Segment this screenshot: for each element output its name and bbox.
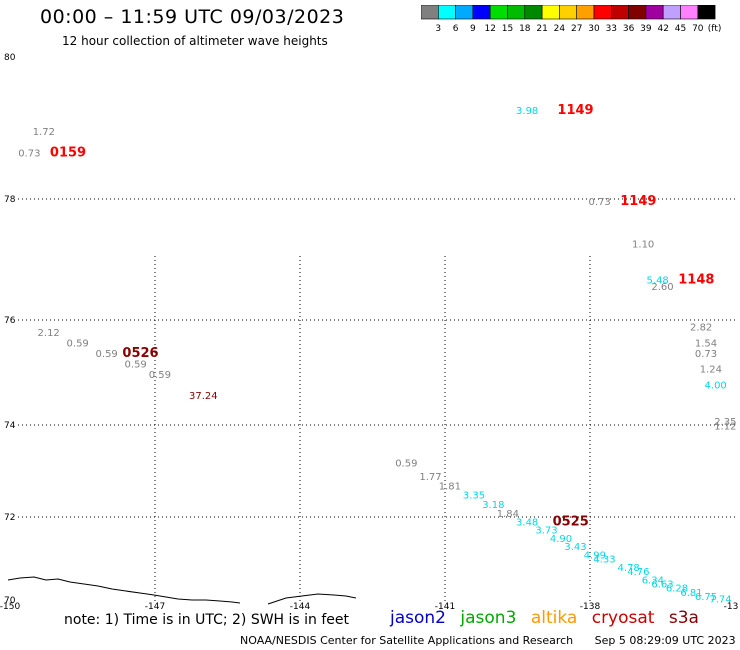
wave-height-label: 2.82	[690, 323, 712, 334]
wave-height-label: 4.78	[618, 563, 640, 574]
scale-unit: (ft)	[708, 24, 722, 34]
wave-height-label: 1.77	[419, 472, 441, 483]
wave-height-label: 4.00	[705, 380, 727, 391]
legend-s3a: s3a	[668, 608, 699, 628]
color-swatch	[697, 5, 716, 20]
footer-credit: NOAA/NESDIS Center for Satellite Applica…	[240, 634, 574, 647]
wave-height-label: 0.59	[395, 458, 417, 469]
scale-label: 33	[606, 24, 617, 34]
wave-height-label: 0.73	[589, 197, 611, 208]
coastline	[7, 576, 357, 605]
scale-label: 6	[453, 24, 459, 34]
wave-height-label: 2.35	[714, 417, 736, 428]
scale-label: 27	[571, 24, 582, 34]
wave-height-label: 6.81	[680, 588, 702, 599]
units-note: note: 1) Time is in UTC; 2) SWH is in fe…	[64, 612, 350, 628]
wave-height-label: 37.24	[189, 391, 218, 402]
wave-height-label: 4.99	[584, 551, 606, 562]
wave-height-label: 1.12	[714, 422, 736, 433]
pass-time-label: 1149	[620, 194, 656, 209]
wave-height-label: 3.18	[482, 500, 504, 511]
page-subtitle: 12 hour collection of altimeter wave hei…	[62, 34, 328, 48]
satellite-legend: jason2 jason3 altika cryosat s3a	[390, 608, 708, 628]
wave-height-label: 4.90	[550, 534, 572, 545]
footer: NOAA/NESDIS Center for Satellite Applica…	[240, 634, 740, 647]
pass-time-label: 0159	[50, 145, 86, 160]
wave-height-label: 3.98	[516, 106, 538, 117]
x-tick-label: -13	[724, 602, 739, 610]
wave-height-label: 3.35	[463, 491, 485, 502]
pass-time-label: 0526	[122, 346, 158, 361]
y-tick-label: 74	[4, 421, 16, 431]
wave-height-label: 6.28	[666, 584, 688, 595]
wave-height-label: 1.24	[700, 365, 722, 376]
x-tick-label: -138	[580, 602, 601, 610]
scale-label: 39	[640, 24, 652, 34]
wave-height-label: 3.73	[535, 526, 557, 537]
footer-timestamp: Sep 5 08:29:09 UTC 2023	[594, 634, 736, 647]
y-tick-label: 78	[4, 195, 16, 205]
scale-label: 12	[484, 24, 495, 34]
scale-label: 18	[519, 24, 531, 34]
wave-height-label: 0.59	[67, 338, 89, 349]
wave-height-label: 4.33	[593, 555, 615, 566]
scale-label: 24	[554, 24, 566, 34]
wave-height-label: 1.10	[632, 239, 654, 250]
wave-height-chart: 80 78 76 74 72 70-150 -147 -144 -141 -138 -13 1.72 0…	[0, 53, 739, 610]
legend-jason3: jason3	[460, 608, 517, 628]
wave-height-label: 2.60	[651, 282, 673, 293]
wave-height-label: 2.12	[38, 328, 60, 339]
scale-label: 21	[536, 24, 547, 34]
y-tick-label: 76	[4, 316, 16, 326]
color-scale-bar: 3 6 9 12 15 18 21 24 27 30 33 36 39 42 45 70 (ft)	[421, 5, 722, 34]
wave-height-label: 3.48	[516, 517, 538, 528]
wave-height-label: 0.73	[18, 148, 40, 159]
wave-height-label: 0.59	[96, 349, 118, 360]
y-tick-label: 72	[4, 513, 15, 523]
wave-height-label: 6.63	[651, 580, 673, 591]
wave-height-label: 1.84	[497, 509, 519, 520]
scale-label: 42	[657, 24, 668, 34]
wave-height-label: 1.81	[439, 481, 461, 492]
wave-height-label: 0.59	[149, 370, 171, 381]
legend-jason2: jason2	[390, 608, 446, 628]
pass-time-label: 1148	[678, 273, 714, 288]
pass-time-label: 0525	[553, 514, 589, 529]
wave-height-label: 1.54	[695, 338, 717, 349]
scale-label: 3	[435, 24, 441, 34]
page-title: 00:00 – 11:59 UTC 09/03/2023	[40, 6, 345, 28]
pass-time-label: 1149	[557, 103, 593, 118]
x-tick-label: -150	[0, 602, 20, 610]
wave-height-label: 7.74	[709, 594, 731, 605]
x-tick-label: -147	[145, 602, 165, 610]
wave-height-label: 3.43	[564, 542, 586, 553]
wave-height-label: 4.76	[627, 567, 649, 578]
scale-label: 30	[588, 24, 600, 34]
legend-altika: altika	[530, 608, 578, 628]
x-tick-label: -144	[290, 602, 311, 610]
scale-label: 70	[692, 24, 704, 34]
wave-height-label: 0.59	[125, 359, 147, 370]
wave-height-label: 0.73	[695, 349, 717, 360]
scale-label: 9	[470, 24, 476, 34]
scale-label: 45	[675, 24, 686, 34]
wave-height-label: 6.34	[642, 575, 664, 586]
scale-label: 36	[623, 24, 635, 34]
scale-label: 15	[502, 24, 513, 34]
x-tick-label: -141	[435, 602, 455, 610]
wave-height-label: 5.48	[647, 276, 669, 287]
wave-height-label: 1.72	[33, 127, 55, 138]
y-tick-label: 70	[4, 596, 16, 606]
y-tick-label: 80	[4, 53, 16, 63]
wave-height-label: 6.75	[695, 592, 717, 603]
legend-cryosat: cryosat	[591, 608, 655, 628]
